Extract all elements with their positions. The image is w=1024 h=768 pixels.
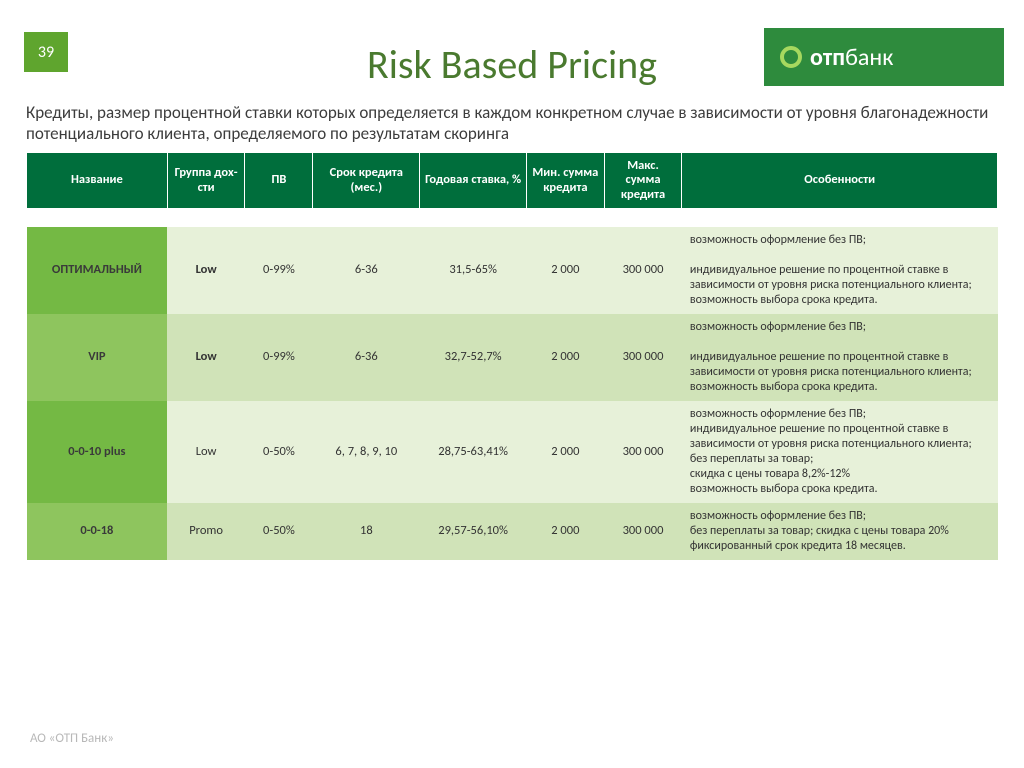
- cell-features: возможность оформление без ПВ; индивидуа…: [682, 401, 998, 503]
- logo-bold: отп: [810, 43, 845, 72]
- table-row: 0-0-10 plusLow0-50%6, 7, 8, 9, 1028,75-6…: [27, 401, 998, 503]
- cell-rate: 31,5-65%: [420, 227, 527, 314]
- pricing-table: Название Группа дох-сти ПВ Срок кредита …: [26, 152, 998, 560]
- logo-text: отпбанк: [810, 43, 893, 72]
- col-header-min: Мин. сумма кредита: [527, 153, 605, 209]
- cell-min: 2 000: [527, 401, 605, 503]
- table-row: 0-0-18Promo0-50%1829,57-56,10%2 000300 0…: [27, 503, 998, 560]
- logo-bullet-icon: [780, 46, 802, 68]
- col-header-term: Срок кредита (мес.): [313, 153, 420, 209]
- cell-min: 2 000: [527, 314, 605, 401]
- cell-rate: 32,7-52,7%: [420, 314, 527, 401]
- table-spacer-row: [27, 209, 998, 227]
- cell-name: 0-0-18: [27, 503, 168, 560]
- table-row: VIPLow0-99%6-3632,7-52,7%2 000300 000воз…: [27, 314, 998, 401]
- cell-name: VIP: [27, 314, 168, 401]
- cell-term: 6-36: [313, 227, 420, 314]
- cell-term: 6, 7, 8, 9, 10: [313, 401, 420, 503]
- cell-pv: 0-99%: [245, 314, 313, 401]
- cell-rate: 28,75-63,41%: [420, 401, 527, 503]
- cell-name: 0-0-10 plus: [27, 401, 168, 503]
- cell-pv: 0-50%: [245, 401, 313, 503]
- cell-term: 6-36: [313, 314, 420, 401]
- cell-name: ОПТИМАЛЬНЫЙ: [27, 227, 168, 314]
- cell-features: возможность оформление без ПВ; без переп…: [682, 503, 998, 560]
- cell-max: 300 000: [604, 227, 682, 314]
- table-header-row: Название Группа дох-сти ПВ Срок кредита …: [27, 153, 998, 209]
- cell-max: 300 000: [604, 314, 682, 401]
- cell-pv: 0-99%: [245, 227, 313, 314]
- cell-group: Low: [167, 227, 245, 314]
- cell-features: возможность оформление без ПВ; индивидуа…: [682, 314, 998, 401]
- cell-min: 2 000: [527, 503, 605, 560]
- brand-logo: отпбанк: [764, 28, 1004, 86]
- footer-text: АО «ОТП Банк»: [30, 731, 114, 746]
- cell-max: 300 000: [604, 401, 682, 503]
- cell-group: Low: [167, 401, 245, 503]
- cell-term: 18: [313, 503, 420, 560]
- col-header-pv: ПВ: [245, 153, 313, 209]
- table-row: ОПТИМАЛЬНЫЙLow0-99%6-3631,5-65%2 000300 …: [27, 227, 998, 314]
- cell-min: 2 000: [527, 227, 605, 314]
- col-header-features: Особенности: [682, 153, 998, 209]
- col-header-max: Макс. сумма кредита: [604, 153, 682, 209]
- subtitle-text: Кредиты, размер процентной ставки которы…: [26, 102, 998, 145]
- cell-group: Low: [167, 314, 245, 401]
- col-header-name: Название: [27, 153, 168, 209]
- cell-group: Promo: [167, 503, 245, 560]
- cell-rate: 29,57-56,10%: [420, 503, 527, 560]
- logo-light: банк: [845, 43, 893, 72]
- col-header-rate: Годовая ставка, %: [420, 153, 527, 209]
- col-header-group: Группа дох-сти: [167, 153, 245, 209]
- cell-max: 300 000: [604, 503, 682, 560]
- cell-pv: 0-50%: [245, 503, 313, 560]
- cell-features: возможность оформление без ПВ; индивидуа…: [682, 227, 998, 314]
